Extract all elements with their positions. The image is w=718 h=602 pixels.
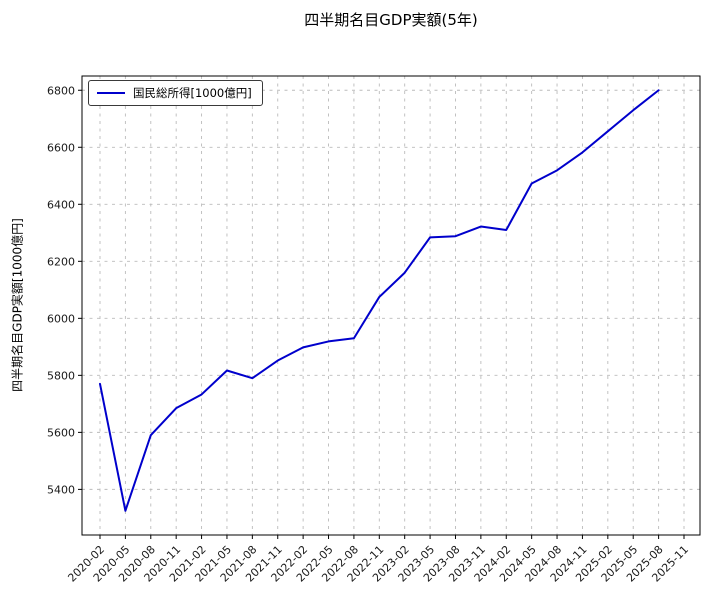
- legend-label: 国民総所得[1000億円]: [133, 86, 252, 100]
- legend-line-sample-icon: [97, 92, 125, 94]
- y-tick-label: 5400: [47, 483, 75, 496]
- legend: 国民総所得[1000億円]: [88, 80, 263, 106]
- data-line: [99, 89, 660, 512]
- y-tick-label: 6600: [47, 141, 75, 154]
- y-tick-label: 5800: [47, 369, 75, 382]
- y-tick-label: 6000: [47, 312, 75, 325]
- y-tick-label: 6200: [47, 255, 75, 268]
- y-tick-label: 6400: [47, 198, 75, 211]
- chart-title: 四半期名目GDP実額(5年): [304, 11, 478, 29]
- y-tick-label: 6800: [47, 84, 75, 97]
- plot-border: [81, 75, 701, 536]
- y-tick-label: 5600: [47, 426, 75, 439]
